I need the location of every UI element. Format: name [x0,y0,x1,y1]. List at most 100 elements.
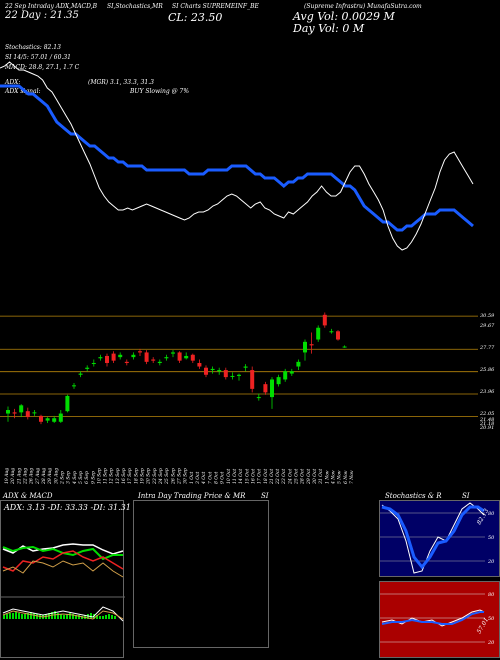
macd-bar [102,616,104,619]
price-tick-label: 21.48 [479,417,494,423]
date-label: 26 Sep [170,468,176,485]
date-label: 12 Sep [109,468,115,484]
date-label: 22 Oct [275,469,281,485]
candle-body [19,405,24,413]
date-label: 17 Sep [127,468,133,484]
macd-bar [21,614,23,619]
price-tick-label: 25.86 [479,367,495,373]
macd-bar [15,612,17,619]
price-tick-label: 22.05 [479,411,494,417]
date-label: 29 Oct [306,469,312,485]
date-label: 18 Sep [133,468,139,484]
date-label: 11 Sep [103,468,109,484]
date-label: 30 Oct [312,469,318,484]
price-tick-label: 23.96 [479,389,495,395]
date-label: 2 Sep [59,471,65,485]
date-label: 28 Oct [300,469,306,485]
macd-bar [108,614,110,619]
avg-volume: Avg Vol: 0.0029 M [293,10,395,23]
candle-body [32,412,37,414]
date-label: 18 Oct [263,469,269,484]
macd-bar [90,613,92,619]
stoch-tick-20: 20 [487,559,495,565]
header-title: 22 Sep Intraday ADX,MACD,B [5,3,98,10]
candle-body [309,344,314,346]
candle-body [256,397,261,399]
intraday-panel-si: SI [261,492,269,500]
macd-bar [72,614,74,619]
date-label: 1 Nov [324,470,330,484]
candle-body [138,351,142,353]
date-label: 28 Aug [41,468,47,485]
candle-body [131,354,136,358]
date-label: 25 Oct [294,469,300,485]
candle-body [6,410,10,414]
candle-body [230,375,235,377]
candle-body [144,352,149,362]
macd-bar [81,616,83,619]
candle-body [105,355,109,364]
macd-bar [39,615,41,619]
candle-body [65,395,70,412]
candle-body [342,346,347,348]
rsi-tick-20: 20 [487,640,495,646]
date-label: 21 Aug [16,468,22,485]
date-label: 5 Nov [337,470,343,484]
candle-body [184,355,189,359]
price-line [0,61,474,251]
candle-body [322,314,327,326]
date-label: 24 Oct [287,469,293,485]
intraday-panel-title: Intra Day Trading Price & MR [138,492,246,500]
candle-body [270,379,274,398]
date-label: 4 Nov [331,470,337,485]
macd-white-line [2,606,124,622]
price-tick-label: 21.18 [479,421,494,427]
date-label: 4 Oct [201,471,207,485]
candle-body [72,385,76,387]
date-label: 17 Oct [257,469,263,484]
adx-readout: ADX: 3.13 -DI: 33.33 -DI: 31.31 [4,503,131,512]
date-label: 3 Oct [195,471,201,484]
stochastics-readout: Stochastics: 82.13 [5,44,61,51]
rsi-tick-50: 50 [488,616,495,622]
adx-macd-panel: ADX: 3.13 -DI: 33.33 -DI: 31.31 [0,500,131,658]
macd-bar [75,615,77,619]
date-label: 9 Oct [220,471,226,484]
candle-body [223,370,228,378]
price-tick-label: 20.91 [479,425,494,431]
header-day-close: 22 Day : 21.35 [5,10,79,21]
macd-bar [3,615,5,619]
candle-body [263,384,268,393]
candle-body [25,411,30,418]
date-label: 19 Aug [4,468,10,484]
stochastics-panel: 80 50 20 82.13 [379,500,500,577]
candle-body [217,370,222,372]
macd-bar [18,613,20,619]
candle-body [39,415,43,422]
date-label: 7 Nov [349,470,355,484]
macd-signal-line [2,610,124,620]
candle-body [111,353,116,361]
adx-signal-value: BUY Slowing @ 7% [130,88,190,95]
date-label: 5 Sep [78,471,84,484]
rsi-blue-line [381,611,484,625]
candle-body [283,371,288,380]
candle-body [243,366,248,368]
date-label: 3 Sep [66,471,72,484]
adx-mgr-readout: (MGR) 3.1, 33.3, 31.3 [88,79,154,86]
date-label: 19 Sep [140,468,146,484]
candle-body [237,374,241,376]
stochastics-panel-title: Stochastics & R [385,492,442,500]
candle-body [12,412,17,414]
date-label: 27 Sep [177,468,183,485]
candle-body [91,363,96,365]
candle-body [276,377,281,385]
macd-bar [114,616,116,619]
date-label: 27 Aug [35,468,41,485]
macd-bar [33,613,35,619]
macd-bar [66,614,68,619]
macd-bar [111,615,113,619]
ema-line [0,84,474,232]
candle-body [177,352,182,361]
candle-body [289,371,294,374]
